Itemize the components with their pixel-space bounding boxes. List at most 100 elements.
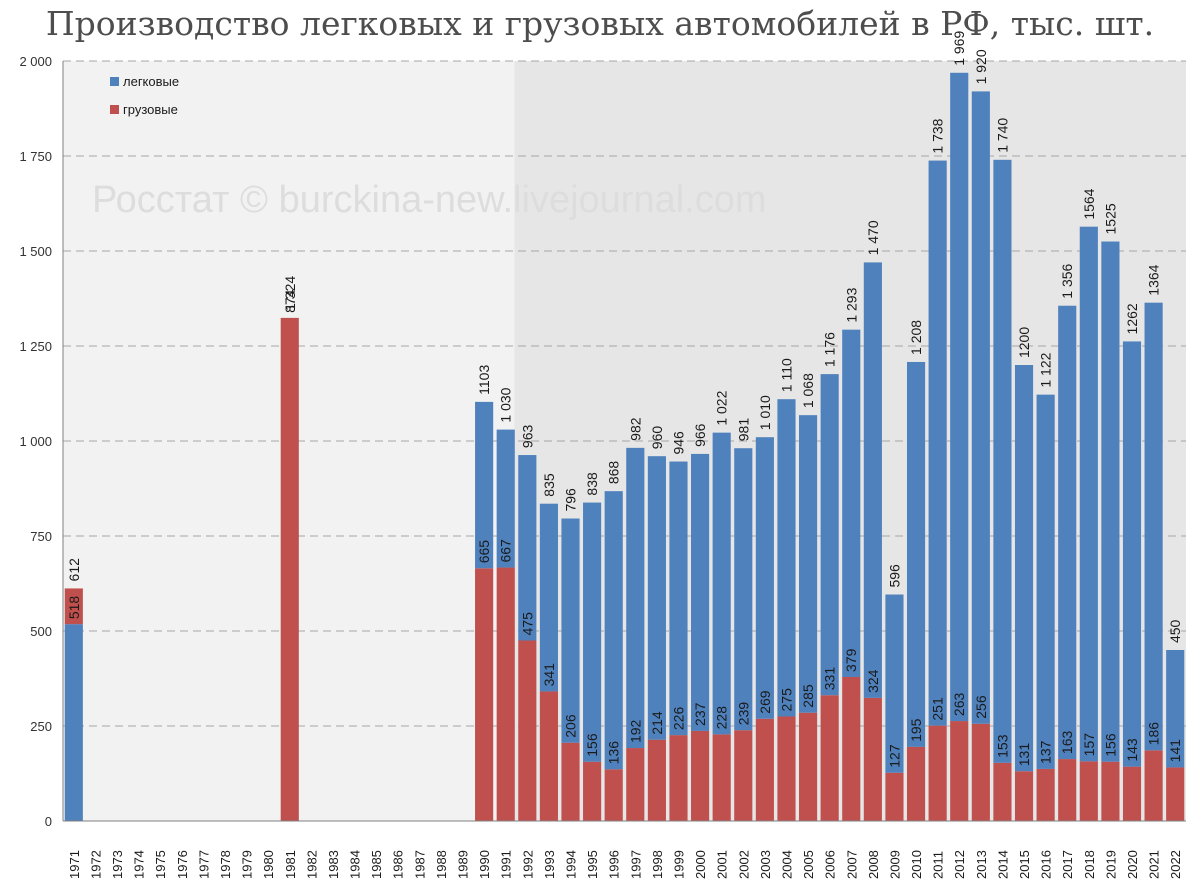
bar-cars xyxy=(1058,305,1077,760)
segment-label: 214 xyxy=(649,711,665,735)
x-tick-label: 2006 xyxy=(823,850,838,879)
bar-trucks xyxy=(1036,768,1055,821)
x-tick-label: 2003 xyxy=(758,850,773,879)
total-label: 1 470 xyxy=(865,220,881,255)
x-tick-label: 1988 xyxy=(434,850,449,879)
x-tick-label: 1980 xyxy=(261,850,276,879)
bar-trucks xyxy=(583,761,602,821)
segment-label: 251 xyxy=(930,697,946,721)
total-label: 1 022 xyxy=(714,390,730,425)
bar-trucks xyxy=(755,718,774,821)
segment-label: 331 xyxy=(822,667,838,691)
bar-cars xyxy=(1014,365,1034,772)
bar-cars xyxy=(475,401,494,569)
segment-label: 275 xyxy=(778,688,794,712)
total-label: 612 xyxy=(66,558,82,582)
bar-cars xyxy=(604,491,623,770)
bar-cars xyxy=(863,262,882,698)
x-tick-label: 1972 xyxy=(88,850,103,879)
total-label: 1 738 xyxy=(930,118,946,153)
bar-trucks xyxy=(820,695,839,821)
bar-cars xyxy=(755,437,774,719)
x-tick-label: 1976 xyxy=(175,850,190,879)
total-label: 1564 xyxy=(1081,188,1097,219)
legend-swatch xyxy=(110,105,119,114)
x-tick-label: 2012 xyxy=(952,850,967,879)
total-label: 1 122 xyxy=(1038,352,1054,387)
x-tick-label: 2000 xyxy=(693,850,708,879)
y-tick-label: 1 000 xyxy=(19,434,52,449)
bar-trucks xyxy=(1166,767,1185,821)
x-tick-label: 1991 xyxy=(499,850,514,879)
x-tick-label: 2021 xyxy=(1147,850,1162,879)
total-label: 868 xyxy=(606,461,622,485)
segment-label: 153 xyxy=(994,734,1010,758)
segment-label: 226 xyxy=(670,707,686,731)
bar-trucks xyxy=(539,691,558,821)
total-label: 1 208 xyxy=(908,320,924,355)
x-tick-label: 2001 xyxy=(715,850,730,879)
x-tick-label: 2018 xyxy=(1082,850,1097,879)
bar-cars xyxy=(1144,302,1163,751)
bar-cars xyxy=(626,447,645,749)
x-tick-label: 2005 xyxy=(801,850,816,879)
total-label: 960 xyxy=(649,426,665,450)
total-label: 838 xyxy=(584,472,600,496)
x-tick-label: 2019 xyxy=(1103,850,1118,879)
total-label: 1103 xyxy=(476,365,492,395)
total-label: 1 110 xyxy=(778,358,794,392)
legend-label: грузовые xyxy=(123,102,178,117)
segment-label: 665 xyxy=(476,540,492,564)
total-label: 1 176 xyxy=(822,332,838,367)
segment-label: 131 xyxy=(1016,743,1032,767)
bar-cars xyxy=(993,159,1012,763)
bar-cars xyxy=(691,453,710,731)
total-label: 1 920 xyxy=(973,49,989,84)
x-tick-label: 1992 xyxy=(520,850,535,879)
bar-cars xyxy=(885,594,904,773)
bar-trucks xyxy=(1101,761,1120,821)
segment-label: 163 xyxy=(1059,730,1075,754)
segment-label: 285 xyxy=(800,684,816,708)
total-label: 835 xyxy=(541,473,557,497)
x-tick-label: 1993 xyxy=(542,850,557,879)
total-label: 1200 xyxy=(1016,327,1032,358)
bar-cars xyxy=(669,461,688,736)
total-label: 1525 xyxy=(1102,203,1118,234)
bar-trucks xyxy=(518,640,537,821)
segment-label: 206 xyxy=(563,714,579,738)
total-label: 946 xyxy=(670,431,686,455)
total-label: 963 xyxy=(519,424,535,448)
bar-trucks xyxy=(971,723,990,821)
bar-cars xyxy=(928,160,947,726)
chart-title: Производство легковых и грузовых автомоб… xyxy=(45,4,1155,43)
x-tick-label: 1997 xyxy=(628,850,643,879)
y-tick-label: 750 xyxy=(30,529,52,544)
segment-label: 195 xyxy=(908,718,924,742)
total-label: 1 740 xyxy=(994,118,1010,153)
bar-trucks xyxy=(842,676,861,821)
x-tick-label: 2020 xyxy=(1125,850,1140,879)
total-label: 596 xyxy=(886,564,902,588)
segment-label: 137 xyxy=(1038,740,1054,764)
x-tick-label: 2004 xyxy=(779,850,794,879)
bar-cars xyxy=(583,502,602,762)
segment-label: 667 xyxy=(498,539,514,563)
bar-cars xyxy=(1166,650,1185,768)
bar-trucks xyxy=(863,697,882,821)
total-label: 982 xyxy=(627,417,643,441)
segment-label: 324 xyxy=(865,669,881,693)
bar-trucks xyxy=(475,568,494,821)
bar-trucks xyxy=(1058,759,1077,821)
bar-trucks xyxy=(798,712,818,821)
total-label: 1 293 xyxy=(843,287,859,322)
x-tick-label: 2008 xyxy=(866,850,881,879)
bar-trucks xyxy=(950,721,969,821)
y-tick-label: 1 500 xyxy=(19,244,52,259)
x-tick-label: 1986 xyxy=(391,850,406,879)
bar-cars xyxy=(64,624,83,821)
bar-trucks xyxy=(993,762,1012,821)
total-label: 450 xyxy=(1167,619,1183,643)
x-tick-label: 2002 xyxy=(736,850,751,879)
